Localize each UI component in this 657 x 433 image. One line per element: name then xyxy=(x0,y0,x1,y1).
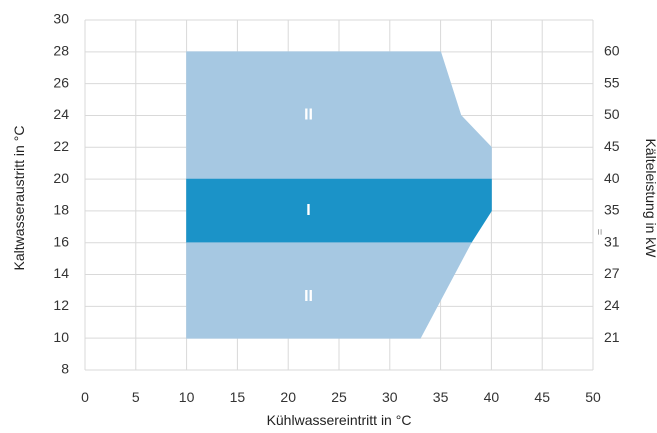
y-tick-label: 18 xyxy=(53,202,69,218)
x-tick-labels: 0 5 10 15 20 25 30 35 40 45 50 xyxy=(81,389,601,405)
region-label: I xyxy=(306,202,310,219)
y2-tick-label: 21 xyxy=(604,329,620,345)
x-tick-label: 45 xyxy=(534,389,550,405)
y-tick-label: 30 xyxy=(53,11,69,27)
y-tick-label: 12 xyxy=(53,297,69,313)
x-axis-title: Kühlwassereintritt in °C xyxy=(267,412,412,428)
y2-tick-label: 40 xyxy=(604,170,620,186)
x-tick-label: 10 xyxy=(179,389,195,405)
y2-axis-marker: = xyxy=(593,229,605,235)
region-3 xyxy=(186,242,472,339)
x-tick-label: 30 xyxy=(382,389,398,405)
x-tick-label: 35 xyxy=(433,389,449,405)
x-tick-label: 40 xyxy=(484,389,500,405)
x-tick-label: 20 xyxy=(280,389,296,405)
region-label: II xyxy=(304,107,313,124)
y2-axis-title: Kälteleistung in kW xyxy=(643,138,657,258)
y-tick-label: 28 xyxy=(53,43,69,59)
y-tick-label: 14 xyxy=(53,265,69,281)
x-tick-label: 0 xyxy=(81,389,89,405)
x-tick-label: 5 xyxy=(132,389,140,405)
y-axis-title: Kaltwasseraustritt in °C xyxy=(11,126,27,271)
y2-tick-label: 31 xyxy=(604,233,620,249)
y-tick-label: 10 xyxy=(53,329,69,345)
y-tick-label: 24 xyxy=(53,106,69,122)
region-label: II xyxy=(304,288,313,305)
y2-tick-labels: 21 24 27 31 35 40 45 50 55 60 xyxy=(604,43,620,345)
y-tick-label: 20 xyxy=(53,170,69,186)
region-1 xyxy=(186,51,492,180)
region-2 xyxy=(186,178,492,244)
x-tick-label: 25 xyxy=(331,389,347,405)
y2-tick-label: 50 xyxy=(604,106,620,122)
x-tick-label: 50 xyxy=(585,389,601,405)
y2-tick-label: 55 xyxy=(604,74,620,90)
y-tick-label: 16 xyxy=(53,233,69,249)
regions xyxy=(186,51,492,339)
y2-tick-label: 45 xyxy=(604,138,620,154)
y2-tick-label: 24 xyxy=(604,297,620,313)
y-tick-label: 22 xyxy=(53,138,69,154)
y-tick-label: 8 xyxy=(61,361,69,377)
x-tick-label: 15 xyxy=(230,389,246,405)
y2-tick-label: 35 xyxy=(604,202,620,218)
y-tick-labels: 8 10 12 14 16 18 20 22 24 26 28 30 xyxy=(53,11,69,377)
y2-tick-label: 27 xyxy=(604,265,620,281)
y-tick-label: 26 xyxy=(53,74,69,90)
y2-tick-label: 60 xyxy=(604,43,620,59)
